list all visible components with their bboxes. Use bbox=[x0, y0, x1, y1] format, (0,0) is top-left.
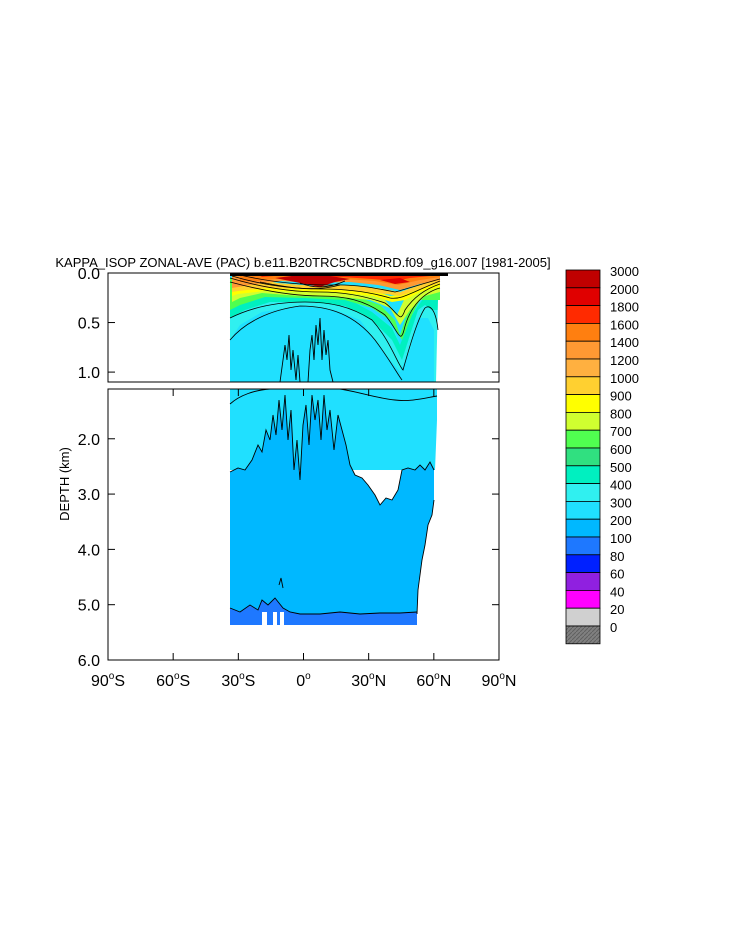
lower-y-tick-label: 2.0 bbox=[78, 432, 100, 449]
lower-nodata-gap-3 bbox=[280, 612, 284, 625]
lower-y-tick-label: 6.0 bbox=[78, 653, 100, 670]
y-axis-label: DEPTH (km) bbox=[57, 447, 72, 521]
lower-y-tick-label: 5.0 bbox=[78, 598, 100, 615]
colorbar-swatch bbox=[565, 447, 601, 467]
colorbar-label: 80 bbox=[610, 549, 624, 564]
colorbar-swatch bbox=[565, 394, 601, 413]
colorbar-label: 200 bbox=[610, 513, 632, 528]
upper-region-500-600 bbox=[230, 282, 440, 360]
colorbar-label: 800 bbox=[610, 406, 632, 421]
colorbar-swatch bbox=[565, 376, 601, 395]
colorbar-swatch bbox=[565, 554, 601, 573]
colorbar-swatch bbox=[565, 322, 601, 342]
colorbar-swatch bbox=[565, 429, 601, 449]
upper-y-tick-label: 1.0 bbox=[78, 365, 100, 382]
colorbar-swatch bbox=[565, 536, 601, 556]
colorbar-swatch bbox=[565, 465, 601, 484]
colorbar-label: 1800 bbox=[610, 300, 639, 315]
colorbar-label: 1200 bbox=[610, 353, 639, 368]
colorbar-label: 2000 bbox=[610, 282, 639, 297]
lower-nodata-gap-1 bbox=[262, 612, 267, 625]
x-tick-label: 30oS bbox=[221, 671, 255, 690]
chart-title: KAPPA_ISOP ZONAL-AVE (PAC) b.e11.B20TRC5… bbox=[55, 255, 550, 270]
colorbar-swatch bbox=[565, 590, 601, 609]
colorbar-label: 600 bbox=[610, 442, 632, 457]
colorbar-label: 100 bbox=[610, 531, 632, 546]
colorbar-label: 300 bbox=[610, 495, 632, 510]
colorbar-label: 1400 bbox=[610, 335, 639, 350]
colorbar-swatch bbox=[565, 483, 601, 502]
colorbar-swatch bbox=[565, 607, 601, 627]
colorbar-label: 3000 bbox=[610, 264, 639, 279]
upper-y-tick-label: 0.5 bbox=[78, 316, 100, 333]
x-tick-label: 90oN bbox=[482, 671, 517, 690]
colorbar-swatch bbox=[565, 358, 601, 378]
upper-region-2000-3000 bbox=[275, 275, 350, 287]
upper-region-2000-3000-2 bbox=[380, 278, 410, 284]
colorbar-swatch bbox=[565, 518, 601, 538]
x-tick-label: 60oS bbox=[156, 671, 190, 690]
x-tick-label: 30oN bbox=[351, 671, 386, 690]
x-tick-label: 90oS bbox=[91, 671, 125, 690]
surface-strip bbox=[230, 273, 448, 276]
colorbar-swatch bbox=[565, 625, 601, 645]
lower-y-tick-label: 4.0 bbox=[78, 542, 100, 559]
colorbar-swatch bbox=[565, 411, 601, 431]
colorbar-label: 900 bbox=[610, 389, 632, 404]
colorbar-swatch bbox=[565, 269, 601, 289]
colorbar-label: 400 bbox=[610, 478, 632, 493]
colorbar-swatch bbox=[565, 572, 601, 591]
upper-panel-field bbox=[229, 273, 448, 382]
colorbar-label: 40 bbox=[610, 584, 624, 599]
colorbar-label: 20 bbox=[610, 602, 624, 617]
lower-y-tick-label: 3.0 bbox=[78, 487, 100, 504]
colorbar-label: 1000 bbox=[610, 371, 639, 386]
upper-panel-frame bbox=[107, 272, 500, 383]
x-tick-label: 0o bbox=[296, 671, 311, 690]
colorbar-label: 1600 bbox=[610, 317, 639, 332]
colorbar-swatch bbox=[565, 287, 601, 306]
colorbar: 3000200018001600140012001000900800700600… bbox=[565, 264, 639, 645]
upper-nodata-right bbox=[436, 300, 440, 382]
colorbar-label: 60 bbox=[610, 567, 624, 582]
lower-y-ticks: 2.0 3.0 4.0 5.0 6.0 bbox=[78, 432, 499, 670]
lower-panel-field bbox=[229, 389, 438, 625]
lower-region-200-300 bbox=[230, 395, 434, 614]
upper-y-tick-label: 0.0 bbox=[78, 266, 100, 283]
colorbar-swatch bbox=[565, 500, 601, 520]
colorbar-swatch bbox=[565, 340, 601, 360]
x-ticks: 90oS 60oS 30oS 0o 30oN 60oN 90oN bbox=[91, 389, 516, 690]
colorbar-label: 700 bbox=[610, 424, 632, 439]
colorbar-swatch bbox=[565, 305, 601, 324]
colorbar-label: 0 bbox=[610, 620, 617, 635]
upper-y-ticks: 0.0 0.5 1.0 bbox=[78, 266, 499, 382]
colorbar-label: 500 bbox=[610, 460, 632, 475]
lower-nodata-gap-2 bbox=[273, 612, 277, 625]
x-tick-label: 60oN bbox=[416, 671, 451, 690]
